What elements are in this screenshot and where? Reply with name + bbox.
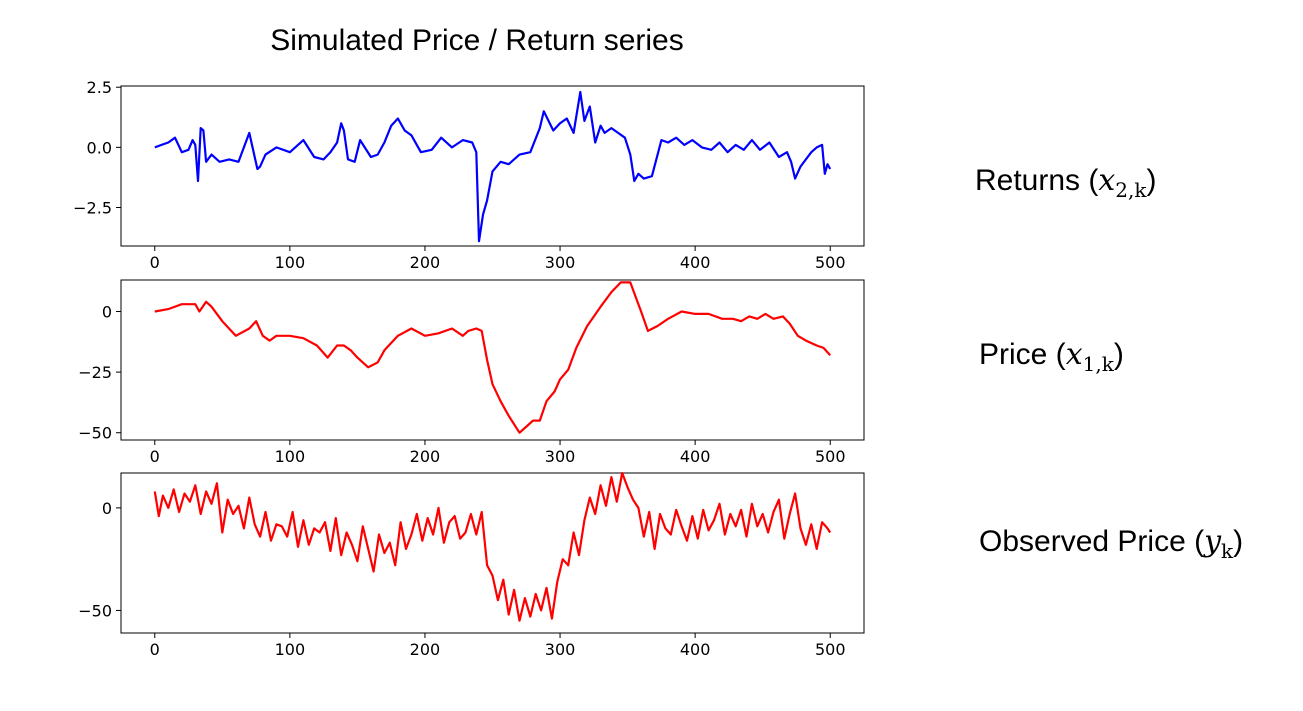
observed-price-side-label: Observed Price (yk) — [979, 524, 1243, 563]
side-label-text: Price ( — [979, 338, 1066, 371]
side-label-close: ) — [1146, 164, 1157, 197]
returns-chart: 0 100 200 300 400 500 2.5 0.0 −2.5 — [73, 78, 865, 272]
side-label-subscript: k — [1221, 539, 1234, 563]
x-tick-label: 300 — [545, 253, 576, 272]
side-label-math: y — [1204, 524, 1222, 559]
x-tick-label: 100 — [275, 447, 306, 466]
plot-frame — [120, 472, 865, 634]
x-tick-label: 100 — [275, 640, 306, 659]
y-tick-label: 0 — [102, 499, 112, 518]
side-label-close: ) — [1113, 338, 1124, 371]
side-label-subscript: 1,k — [1082, 352, 1114, 376]
x-tick-label: 500 — [815, 253, 846, 272]
y-tick-label: −50 — [78, 601, 112, 620]
y-tick-label: 0.0 — [87, 138, 112, 157]
side-label-text: Observed Price ( — [979, 525, 1205, 558]
series-line — [153, 471, 832, 622]
series-line — [154, 90, 832, 243]
y-tick-label: −2.5 — [73, 199, 112, 218]
x-tick-label: 400 — [680, 640, 711, 659]
side-label-math: x — [1065, 337, 1083, 372]
x-tick-label: 200 — [410, 447, 441, 466]
x-tick-label: 0 — [150, 447, 160, 466]
series-line — [154, 281, 832, 434]
x-tick-label: 500 — [815, 447, 846, 466]
y-tick-label: 2.5 — [87, 78, 112, 97]
price-side-label: Price (x1,k) — [979, 337, 1124, 376]
y-tick-label: −50 — [78, 424, 112, 443]
side-label-text: Returns ( — [975, 164, 1099, 197]
x-tick-label: 500 — [815, 640, 846, 659]
x-tick-label: 400 — [680, 447, 711, 466]
observed-price-chart: 0 100 200 300 400 500 0 −50 — [78, 471, 865, 659]
figure-title: Simulated Price / Return series — [270, 24, 684, 57]
x-tick-label: 200 — [410, 253, 441, 272]
plot-frame — [120, 85, 865, 247]
plot-frame — [120, 279, 865, 441]
side-label-math: x — [1098, 163, 1116, 198]
x-tick-label: 0 — [150, 253, 160, 272]
y-tick-label: 0 — [102, 303, 112, 322]
x-tick-label: 200 — [410, 640, 441, 659]
returns-side-label: Returns (x2,k) — [975, 163, 1157, 202]
x-tick-label: 100 — [275, 253, 306, 272]
side-label-close: ) — [1233, 525, 1244, 558]
x-tick-label: 300 — [545, 640, 576, 659]
price-chart: 0 100 200 300 400 500 0 −25 −50 — [78, 279, 865, 466]
side-label-subscript: 2,k — [1115, 178, 1147, 202]
x-tick-label: 300 — [545, 447, 576, 466]
x-tick-label: 0 — [150, 640, 160, 659]
x-tick-label: 400 — [680, 253, 711, 272]
y-tick-label: −25 — [78, 363, 112, 382]
